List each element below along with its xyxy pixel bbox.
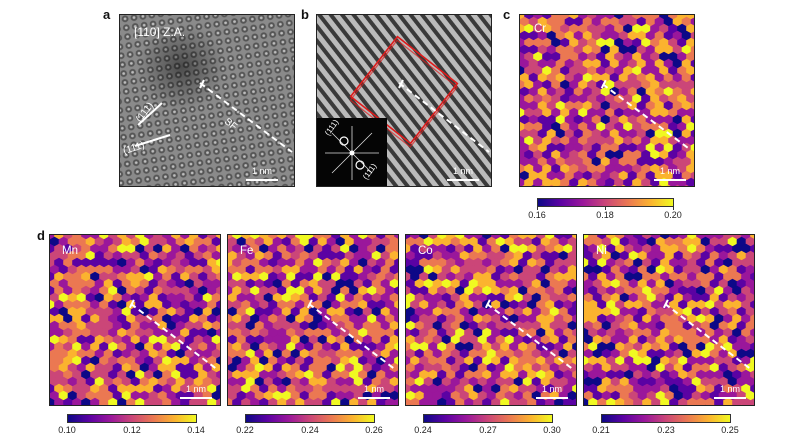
- scale-bar: [447, 179, 479, 181]
- ni-concentration-map: [584, 235, 754, 405]
- cr-tick-min: 0.16: [528, 210, 546, 220]
- mn-concentration-map: [50, 235, 220, 405]
- ni-map-panel: Ni 1 nm: [583, 234, 755, 406]
- element-label: Fe: [240, 245, 254, 257]
- element-label: Ni: [596, 245, 607, 257]
- scale-bar-label: 1 nm: [719, 384, 740, 394]
- scale-bar-label: 1 nm: [659, 166, 680, 176]
- hrtem-image-panel: [110] Z.A. (111) (111) SF 1 nm: [119, 14, 295, 187]
- panel-label-c: c: [503, 7, 511, 22]
- element-label: Co: [418, 245, 433, 257]
- scale-bar-label: 1 nm: [251, 166, 272, 176]
- scale-bar-label: 1 nm: [363, 384, 384, 394]
- panel-label-b: b: [301, 7, 309, 22]
- hrtem-image: [120, 15, 294, 186]
- panel-label-a: a: [103, 7, 111, 22]
- element-label: Cr: [534, 23, 547, 35]
- fe-tick-max: 0.26: [365, 425, 383, 435]
- ni-tick-min: 0.21: [592, 425, 610, 435]
- mn-tick-mid: 0.12: [123, 425, 141, 435]
- fe-tick-mid: 0.24: [301, 425, 319, 435]
- co-map-panel: Co 1 nm: [405, 234, 577, 406]
- scale-bar: [536, 397, 568, 399]
- scale-bar-label: 1 nm: [541, 384, 562, 394]
- fe-tick-min: 0.22: [236, 425, 254, 435]
- co-tick-max: 0.30: [543, 425, 561, 435]
- ni-colorbar: [601, 414, 731, 423]
- tick-mark: [673, 207, 674, 210]
- co-concentration-map: [406, 235, 576, 405]
- cr-tick-mid: 0.18: [596, 210, 614, 220]
- cr-colorbar: [537, 198, 674, 207]
- tick-mark: [537, 207, 538, 210]
- scale-bar: [358, 397, 390, 399]
- cr-concentration-map: [520, 15, 694, 186]
- tick-mark: [605, 207, 606, 210]
- element-label: Mn: [62, 245, 78, 257]
- mn-colorbar: [67, 414, 197, 423]
- fe-concentration-map: [228, 235, 398, 405]
- mn-map-panel: Mn 1 nm: [49, 234, 221, 406]
- filtered-image-panel: (111) (111) 1 nm: [316, 14, 492, 187]
- mn-tick-max: 0.14: [187, 425, 205, 435]
- panel-label-d: d: [37, 228, 45, 243]
- scale-bar-label: 1 nm: [185, 384, 206, 394]
- fe-map-panel: Fe 1 nm: [227, 234, 399, 406]
- scale-bar: [246, 179, 278, 181]
- filtered-lattice-image: [317, 15, 491, 186]
- mn-tick-min: 0.10: [58, 425, 76, 435]
- co-tick-min: 0.24: [414, 425, 432, 435]
- cr-map-panel: Cr 1 nm: [519, 14, 695, 187]
- fe-colorbar: [245, 414, 375, 423]
- scale-bar: [180, 397, 212, 399]
- ni-tick-max: 0.25: [721, 425, 739, 435]
- co-tick-mid: 0.27: [479, 425, 497, 435]
- scale-bar-label: 1 nm: [452, 166, 473, 176]
- zone-axis-label: [110] Z.A.: [134, 25, 186, 39]
- scale-bar: [654, 179, 686, 181]
- co-colorbar: [423, 414, 553, 423]
- cr-tick-max: 0.20: [664, 210, 682, 220]
- ni-tick-mid: 0.23: [657, 425, 675, 435]
- scale-bar: [714, 397, 746, 399]
